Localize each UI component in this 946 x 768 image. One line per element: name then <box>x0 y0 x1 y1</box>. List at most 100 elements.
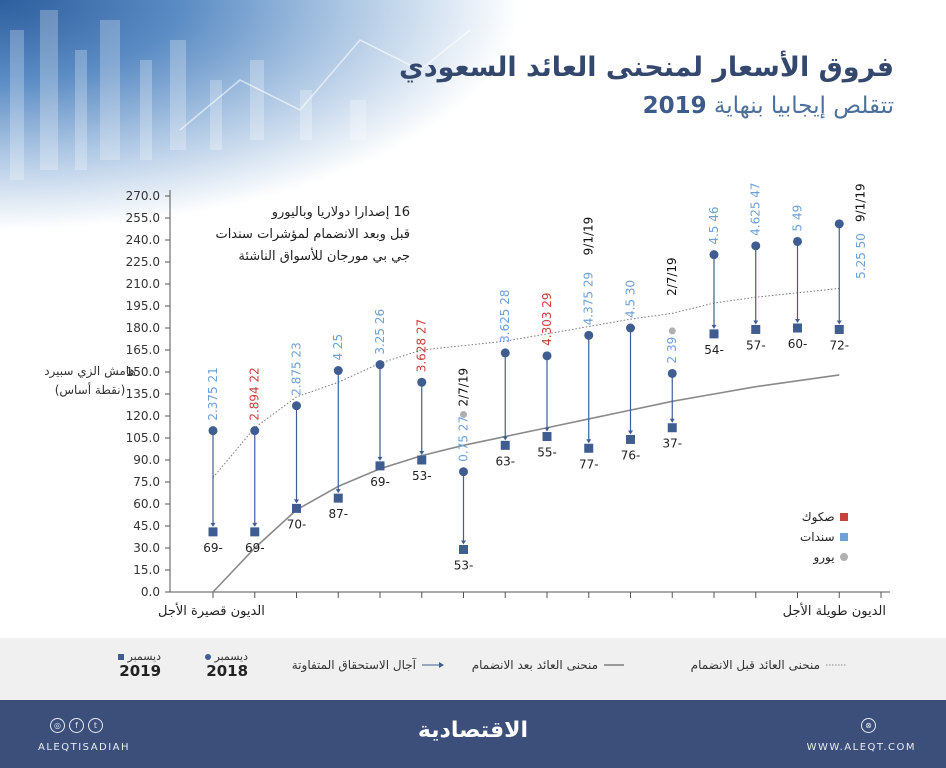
spread-change-label: 87- <box>328 507 348 521</box>
grey-dot-icon <box>839 553 848 561</box>
instagram-icon[interactable]: ◎ <box>50 718 65 733</box>
y-tick-label: 165.0 <box>126 343 160 357</box>
arrow-head <box>461 540 466 545</box>
bottom-legend: منحنى العائد قبل الانضمام منحنى العائد ب… <box>0 638 946 700</box>
chart-subtitle: تتقلص إيجابيا بنهاية 2019 <box>643 93 894 119</box>
coupon-maturity-label: 3.25 26 <box>373 309 387 355</box>
dec-2018-point <box>375 360 385 370</box>
y-axis-label-line2: (نقطة أساس) <box>54 383 126 397</box>
dec-2019-point <box>250 527 260 537</box>
dec-2019-point <box>459 544 468 554</box>
social-icons: ◎ f t <box>50 718 103 733</box>
dec-2018-point <box>500 348 510 358</box>
dec-2018-point <box>793 236 802 246</box>
legend-year: 2019 <box>119 662 162 680</box>
legend-dec-2018: ديسمبر 2018 <box>205 650 249 679</box>
legend-after-curve: منحنى العائد بعد الانضمام <box>472 658 624 672</box>
legend-label: صكوك <box>801 510 835 524</box>
arrow-head <box>669 418 675 423</box>
brand-logo: الاقتصادية <box>417 718 529 743</box>
solid-line-icon <box>604 664 624 666</box>
coupon-maturity-label: 2.894 22 <box>248 367 262 420</box>
arrow-head <box>294 499 299 504</box>
issue-date-label: 9/1/19 <box>582 217 596 256</box>
dec-2019-point <box>375 461 385 471</box>
y-tick-label: 60.0 <box>133 497 160 511</box>
annotation-note: 16 إصدارا دولاريا وباليورو قبل وبعد الان… <box>215 202 410 268</box>
spread-chart: 0.0 15.0 30.0 45.0 60.0 75.0 90.0 105.0 120.0 135… <box>126 182 890 599</box>
spread-change-label: 69- <box>245 541 265 555</box>
arrow-head <box>795 319 800 323</box>
dec-2018-point <box>667 368 677 378</box>
coupon-maturity-label: 3.628 27 <box>415 319 429 372</box>
y-tick-label: 135.0 <box>126 387 160 401</box>
coupon-maturity-label: 5.25 50 <box>854 233 868 279</box>
annotation-line: جي بي مورجان للأسواق الناشئة <box>238 249 410 264</box>
arrow-head <box>335 489 341 494</box>
spread-change-label: 53- <box>454 558 474 572</box>
coupon-maturity-label: 3.625 28 <box>498 289 512 342</box>
coupon-maturity-label: 4.303 29 <box>540 292 554 345</box>
dec-2019-point <box>584 443 594 453</box>
y-tick-label: 195.0 <box>126 299 160 313</box>
arrow-head <box>753 320 759 325</box>
legend-month: ديسمبر <box>214 650 249 663</box>
arrow-head <box>377 456 383 461</box>
y-tick-label: 45.0 <box>133 519 160 533</box>
dec-2019-point <box>292 503 301 513</box>
y-tick-label: 120.0 <box>126 409 160 423</box>
blue-square-icon <box>839 533 848 541</box>
type-legend: صكوك سندات يورو <box>800 507 848 567</box>
coupon-maturity-label: 5 49 <box>791 205 805 232</box>
spread-change-label: 69- <box>203 541 223 555</box>
legend-month: ديسمبر <box>127 650 162 663</box>
facebook-icon[interactable]: f <box>69 718 84 733</box>
spread-change-label: 53- <box>412 469 432 483</box>
y-tick-label: 180.0 <box>126 321 160 335</box>
coupon-maturity-label: 4.5 46 <box>707 206 721 244</box>
twitter-icon[interactable]: t <box>88 718 103 733</box>
before-inclusion-curve <box>212 287 840 478</box>
website-link[interactable]: WWW.ALEQT.COM <box>806 742 916 753</box>
legend-before-curve: منحنى العائد قبل الانضمام <box>691 658 846 672</box>
y-axis-label-line1: هامش الزي سبيرد <box>44 364 136 378</box>
coupon-maturity-label: 4.625 47 <box>749 182 763 235</box>
coupon-maturity-label: 0.75 27 <box>457 416 471 462</box>
annotation-line: 16 إصدارا دولاريا وباليورو <box>271 205 410 220</box>
coupon-maturity-label: 4.5 30 <box>624 280 638 318</box>
dec-2019-point <box>751 324 761 334</box>
dec-2018-point <box>208 426 218 436</box>
header-image <box>0 0 560 240</box>
spread-change-label: 55- <box>537 446 557 460</box>
dec-2019-point <box>709 329 719 339</box>
dec-2019-point <box>626 434 635 444</box>
spread-change-label: 57- <box>746 338 766 352</box>
y-tick-label: 240.0 <box>126 233 160 247</box>
dec-2019-point <box>208 527 218 537</box>
social-handle[interactable]: ALEQTISADIAH <box>38 742 131 753</box>
issue-date-label: 2/7/19 <box>665 257 679 296</box>
euro-issue-point <box>460 411 467 419</box>
arrow-head <box>419 451 425 455</box>
dot-icon <box>205 654 211 660</box>
dec-2018-point <box>292 401 301 411</box>
legend-item-sukuk: صكوك <box>800 507 848 527</box>
spread-change-label: 69- <box>370 475 390 489</box>
red-square-icon <box>839 513 848 521</box>
y-tick-label: 0.0 <box>141 585 160 599</box>
arrow-head <box>628 430 633 435</box>
dec-2019-point <box>500 440 510 450</box>
dec-2019-point <box>834 324 844 334</box>
legend-item-bonds: سندات <box>800 527 848 547</box>
y-tick-label: 105.0 <box>126 431 160 445</box>
arrow-head <box>836 320 842 325</box>
legend-maturities: آجال الاستحقاق المتفاوتة <box>292 658 444 672</box>
dec-2019-point <box>417 455 427 465</box>
spread-change-label: 70- <box>287 517 307 531</box>
dec-2019-point <box>542 432 552 442</box>
y-axis-label: هامش الزي سبيرد (نقطة أساس) <box>40 362 140 400</box>
y-tick-label: 255.0 <box>126 211 160 225</box>
y-tick-label: 30.0 <box>133 541 160 555</box>
y-tick-label: 150.0 <box>126 365 160 379</box>
spread-change-label: 76- <box>621 448 641 462</box>
